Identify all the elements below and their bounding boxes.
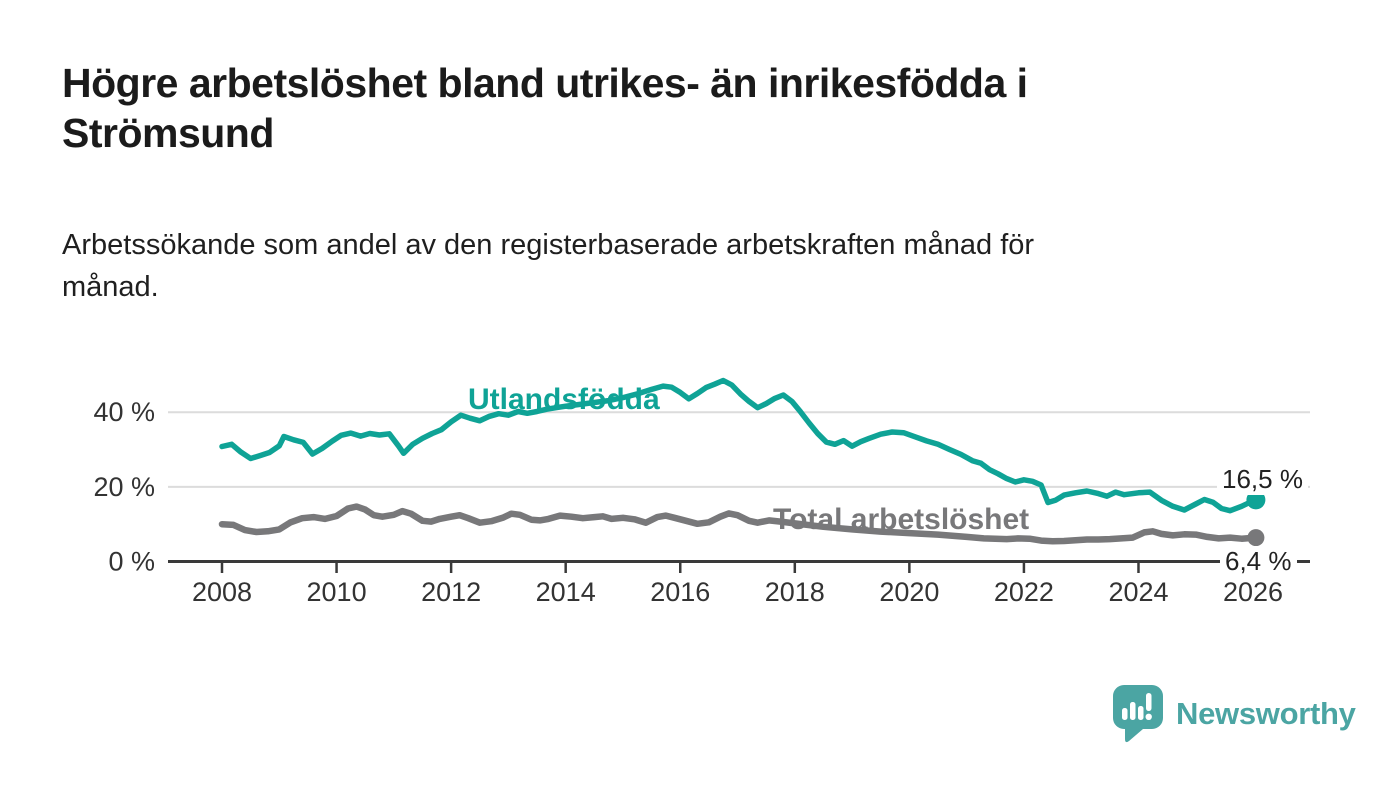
newsworthy-wordmark: Newsworthy xyxy=(1176,696,1356,731)
x-axis-label: 2014 xyxy=(536,577,596,607)
y-axis-label: 40 % xyxy=(93,397,155,427)
end-value-label-utlandsfodda: 16,5 % xyxy=(1217,464,1308,495)
x-axis-label: 2008 xyxy=(192,577,252,607)
newsworthy-logo: Newsworthy xyxy=(1112,684,1356,744)
x-axis-label: 2024 xyxy=(1108,577,1168,607)
x-axis-label: 2020 xyxy=(879,577,939,607)
x-axis-label: 2012 xyxy=(421,577,481,607)
series-label-total-arbetsloshet: Total arbetslöshet xyxy=(773,503,1030,536)
end-value-label-total: 6,4 % xyxy=(1220,546,1297,577)
x-axis-label: 2010 xyxy=(307,577,367,607)
y-axis-label: 20 % xyxy=(93,472,155,502)
series-line xyxy=(219,377,1259,514)
page-subtitle: Arbetssökande som andel av den registerb… xyxy=(62,229,1035,304)
x-axis-label: 2016 xyxy=(650,577,710,607)
bar-chart-speech-bubble-icon xyxy=(1113,685,1163,743)
page-title: Högre arbetslöshet bland utrikes- än inr… xyxy=(62,60,1028,157)
x-axis-label: 2018 xyxy=(765,577,825,607)
series-end-dot xyxy=(1246,490,1266,510)
x-axis-label: 2026 xyxy=(1223,577,1283,607)
y-axis-label: 0 % xyxy=(108,547,155,577)
x-axis-label: 2022 xyxy=(994,577,1054,607)
series-end-dot xyxy=(1247,529,1265,547)
series-label-utlandsfodda: Utlandsfödda xyxy=(468,383,660,416)
series-line xyxy=(218,503,1260,545)
